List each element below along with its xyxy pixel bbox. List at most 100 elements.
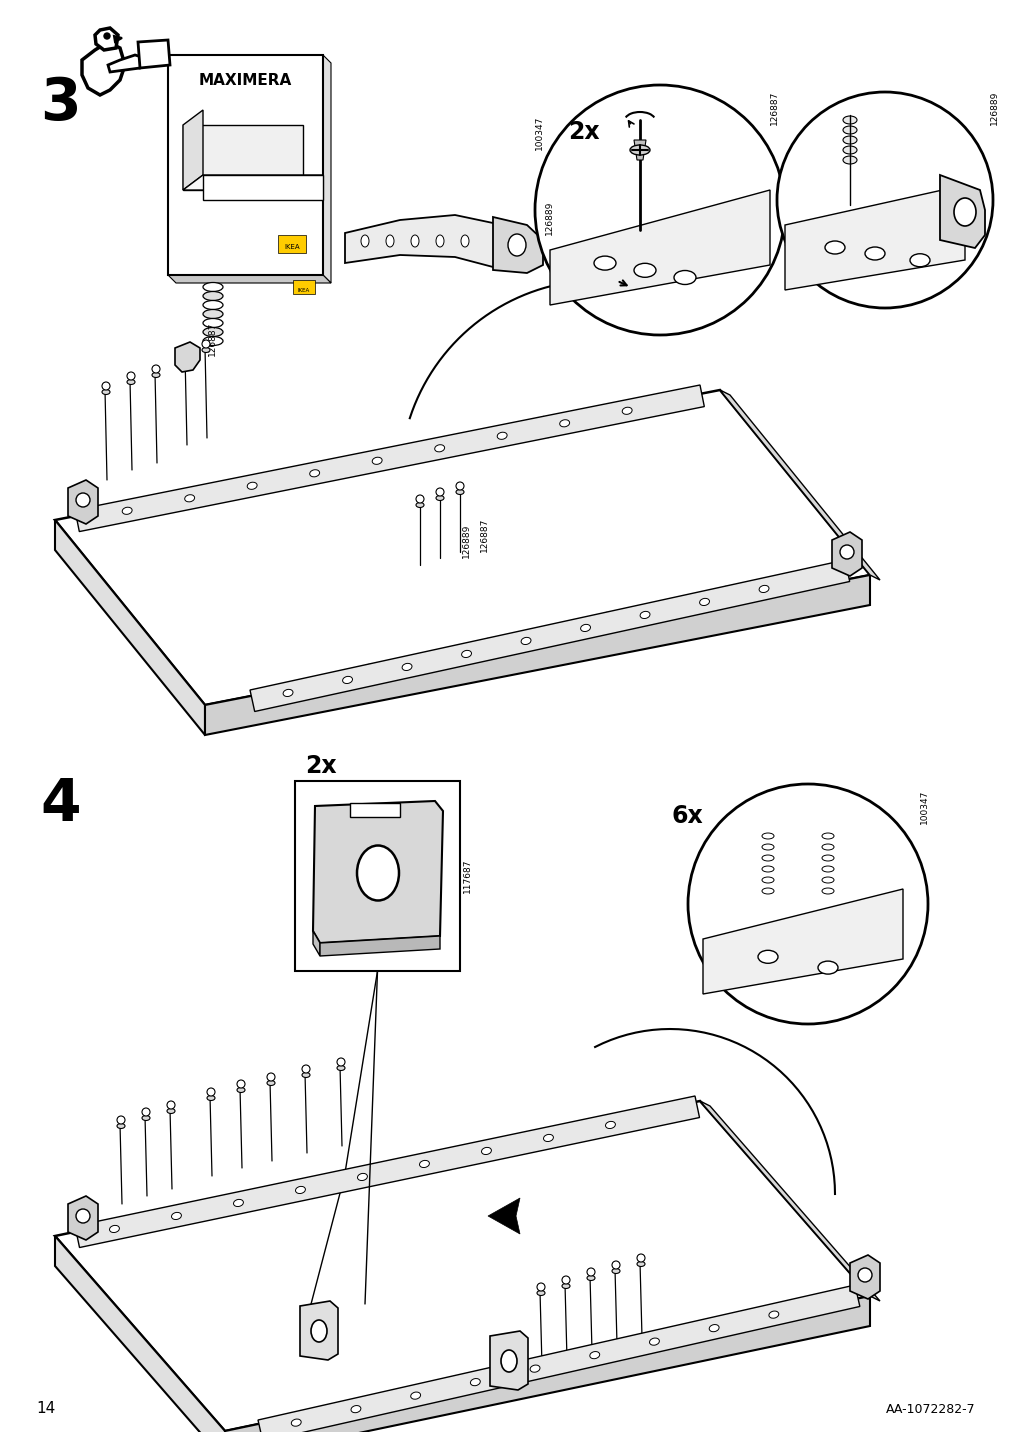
Ellipse shape	[122, 507, 132, 514]
Text: 100347: 100347	[535, 116, 544, 150]
Circle shape	[586, 1267, 594, 1276]
Ellipse shape	[416, 503, 424, 507]
Circle shape	[416, 495, 424, 503]
Text: 2x: 2x	[567, 120, 600, 145]
Ellipse shape	[589, 1352, 600, 1359]
Ellipse shape	[470, 1379, 480, 1386]
Bar	[295, 780, 460, 971]
Ellipse shape	[337, 1065, 345, 1071]
Ellipse shape	[842, 116, 856, 125]
Bar	[293, 281, 314, 294]
Ellipse shape	[559, 420, 569, 427]
Ellipse shape	[291, 1419, 301, 1426]
Ellipse shape	[842, 156, 856, 165]
Ellipse shape	[203, 282, 222, 292]
Ellipse shape	[203, 292, 222, 301]
Ellipse shape	[372, 457, 382, 464]
Polygon shape	[137, 40, 170, 67]
Ellipse shape	[953, 198, 975, 226]
Ellipse shape	[521, 637, 531, 644]
Ellipse shape	[842, 136, 856, 145]
Ellipse shape	[343, 676, 352, 683]
Circle shape	[535, 84, 785, 335]
Ellipse shape	[461, 235, 468, 246]
Ellipse shape	[649, 1337, 659, 1345]
Text: 126887: 126887	[479, 517, 488, 551]
Circle shape	[561, 1276, 569, 1285]
Circle shape	[126, 372, 134, 379]
Polygon shape	[203, 175, 323, 200]
Polygon shape	[785, 185, 964, 291]
Ellipse shape	[117, 1124, 125, 1128]
Ellipse shape	[203, 309, 222, 318]
Ellipse shape	[167, 1108, 175, 1114]
Ellipse shape	[385, 235, 393, 246]
Ellipse shape	[821, 855, 833, 861]
Polygon shape	[489, 1330, 528, 1390]
Ellipse shape	[436, 235, 444, 246]
Text: 4: 4	[40, 776, 81, 833]
Ellipse shape	[410, 1392, 421, 1399]
Polygon shape	[492, 218, 543, 274]
Ellipse shape	[761, 843, 773, 851]
Ellipse shape	[500, 1350, 517, 1372]
Circle shape	[142, 1108, 150, 1116]
Polygon shape	[250, 560, 849, 712]
Ellipse shape	[842, 146, 856, 155]
Ellipse shape	[768, 1312, 778, 1319]
Ellipse shape	[142, 1116, 150, 1120]
Ellipse shape	[310, 1320, 327, 1342]
Text: 126889: 126889	[462, 524, 470, 558]
Ellipse shape	[203, 318, 222, 328]
Polygon shape	[719, 390, 880, 580]
Polygon shape	[258, 1285, 859, 1432]
Ellipse shape	[593, 256, 616, 271]
Text: 14: 14	[36, 1400, 56, 1416]
Polygon shape	[939, 175, 984, 248]
Ellipse shape	[435, 445, 444, 453]
Circle shape	[267, 1073, 275, 1081]
Polygon shape	[312, 800, 443, 944]
Ellipse shape	[283, 689, 293, 696]
Polygon shape	[345, 215, 510, 266]
Ellipse shape	[126, 379, 134, 385]
Polygon shape	[55, 1236, 224, 1432]
Circle shape	[337, 1058, 345, 1065]
Ellipse shape	[630, 145, 649, 155]
Ellipse shape	[757, 951, 777, 964]
Ellipse shape	[109, 1226, 119, 1233]
Circle shape	[202, 339, 210, 348]
Polygon shape	[68, 480, 98, 524]
Bar	[350, 803, 399, 818]
Ellipse shape	[537, 1290, 545, 1296]
Ellipse shape	[461, 650, 471, 657]
Ellipse shape	[171, 1213, 181, 1220]
Polygon shape	[168, 275, 331, 284]
Polygon shape	[487, 1199, 520, 1234]
Ellipse shape	[761, 866, 773, 872]
Circle shape	[167, 1101, 175, 1108]
Text: 2x: 2x	[304, 755, 337, 778]
Ellipse shape	[709, 1325, 719, 1332]
Circle shape	[456, 483, 463, 490]
Text: 6x: 6x	[671, 803, 703, 828]
Ellipse shape	[508, 233, 526, 256]
Polygon shape	[319, 937, 440, 957]
Polygon shape	[55, 1101, 869, 1431]
Ellipse shape	[357, 1173, 367, 1180]
Ellipse shape	[561, 1283, 569, 1289]
Polygon shape	[55, 520, 205, 735]
Text: IKEA: IKEA	[284, 243, 299, 251]
Polygon shape	[299, 1302, 338, 1360]
Polygon shape	[183, 125, 302, 190]
Ellipse shape	[410, 235, 419, 246]
Text: 126887: 126887	[769, 90, 778, 125]
Circle shape	[687, 783, 927, 1024]
Circle shape	[76, 1209, 90, 1223]
Ellipse shape	[761, 876, 773, 884]
Polygon shape	[108, 54, 145, 72]
Ellipse shape	[586, 1276, 594, 1280]
Ellipse shape	[842, 126, 856, 135]
Circle shape	[436, 488, 444, 495]
Ellipse shape	[152, 372, 160, 378]
